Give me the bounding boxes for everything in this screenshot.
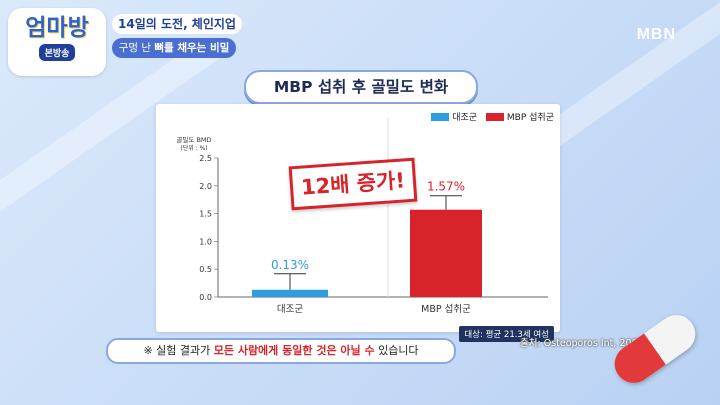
legend-label-control: 대조군 <box>452 113 478 123</box>
y-tick-label: 0.5 <box>199 265 212 274</box>
disclaimer: ※ 실험 결과가 모든 사람에게 동일한 것은 아닐 수 있습니다 <box>106 338 456 364</box>
disclaimer-post: 있습니다 <box>374 344 419 357</box>
background-stripe <box>539 0 720 150</box>
y-tick-label: 2.0 <box>199 182 212 191</box>
x-tick-label: MBP 섭취군 <box>421 304 471 315</box>
legend-swatch-mbp <box>485 112 504 121</box>
broadcaster-logo: MBN <box>636 26 676 43</box>
data-label: 0.13% <box>271 258 309 272</box>
legend-label-mbp: MBP 섭취군 <box>506 113 554 123</box>
y-tick-label: 1.0 <box>199 237 212 246</box>
y-axis-unit: (단위 : %) <box>180 144 207 152</box>
legend-swatch-control <box>431 112 450 121</box>
legend-item-control: 대조군 <box>431 110 477 123</box>
disclaimer-highlight: 모든 사람에게 동일한 것은 아닐 수 <box>213 344 375 357</box>
chart-title: MBP 섭취 후 골밀도 변화 <box>244 70 478 104</box>
chart-legend: 대조군 MBP 섭취군 <box>425 110 554 124</box>
source-note: 출처: Osteoporos Int, 2007년 <box>520 338 653 349</box>
y-tick-label: 2.5 <box>199 154 212 163</box>
data-label: 1.57% <box>427 180 465 194</box>
show-logo: 엄마방 본방송 <box>8 8 106 76</box>
bar-control <box>252 289 328 297</box>
chart-card: 골밀도 BMD (단위 : %) 0.0 0.5 1.0 1.5 2.0 2.5 0.13% 대조… <box>156 104 560 342</box>
episode-subtitle-bold: 뼈를 채우는 비밀 <box>154 42 230 54</box>
episode-subtitle-pre: 구멍 난 <box>118 42 155 54</box>
logo-wordmark: 엄마방 <box>25 15 89 41</box>
y-axis-label: 골밀도 BMD <box>176 136 211 144</box>
increase-stamp: 12배 증가! <box>288 157 418 211</box>
subject-note: 대상: 평균 21.3세 여성 <box>459 326 554 342</box>
y-tick-label: 1.5 <box>199 210 212 219</box>
disclaimer-pre: ※ 실험 결과가 <box>143 344 214 357</box>
episode-title: 14일의 도전, 체인지업 <box>112 14 242 34</box>
legend-item-mbp: MBP 섭취군 <box>485 110 554 123</box>
capsule-pill-icon <box>607 307 703 391</box>
episode-subtitle: 구멍 난 뼈를 채우는 비밀 <box>112 38 236 58</box>
bar-chart: 골밀도 BMD(단위 : %) 0.0 0.5 1.0 1.5 2.0 2.5 0.13% 대조… <box>176 118 548 315</box>
broadcast-badge: 본방송 <box>38 44 76 61</box>
x-tick-label: 대조군 <box>277 304 303 315</box>
y-tick-label: 0.0 <box>199 293 212 302</box>
bar-mbp <box>410 209 482 297</box>
